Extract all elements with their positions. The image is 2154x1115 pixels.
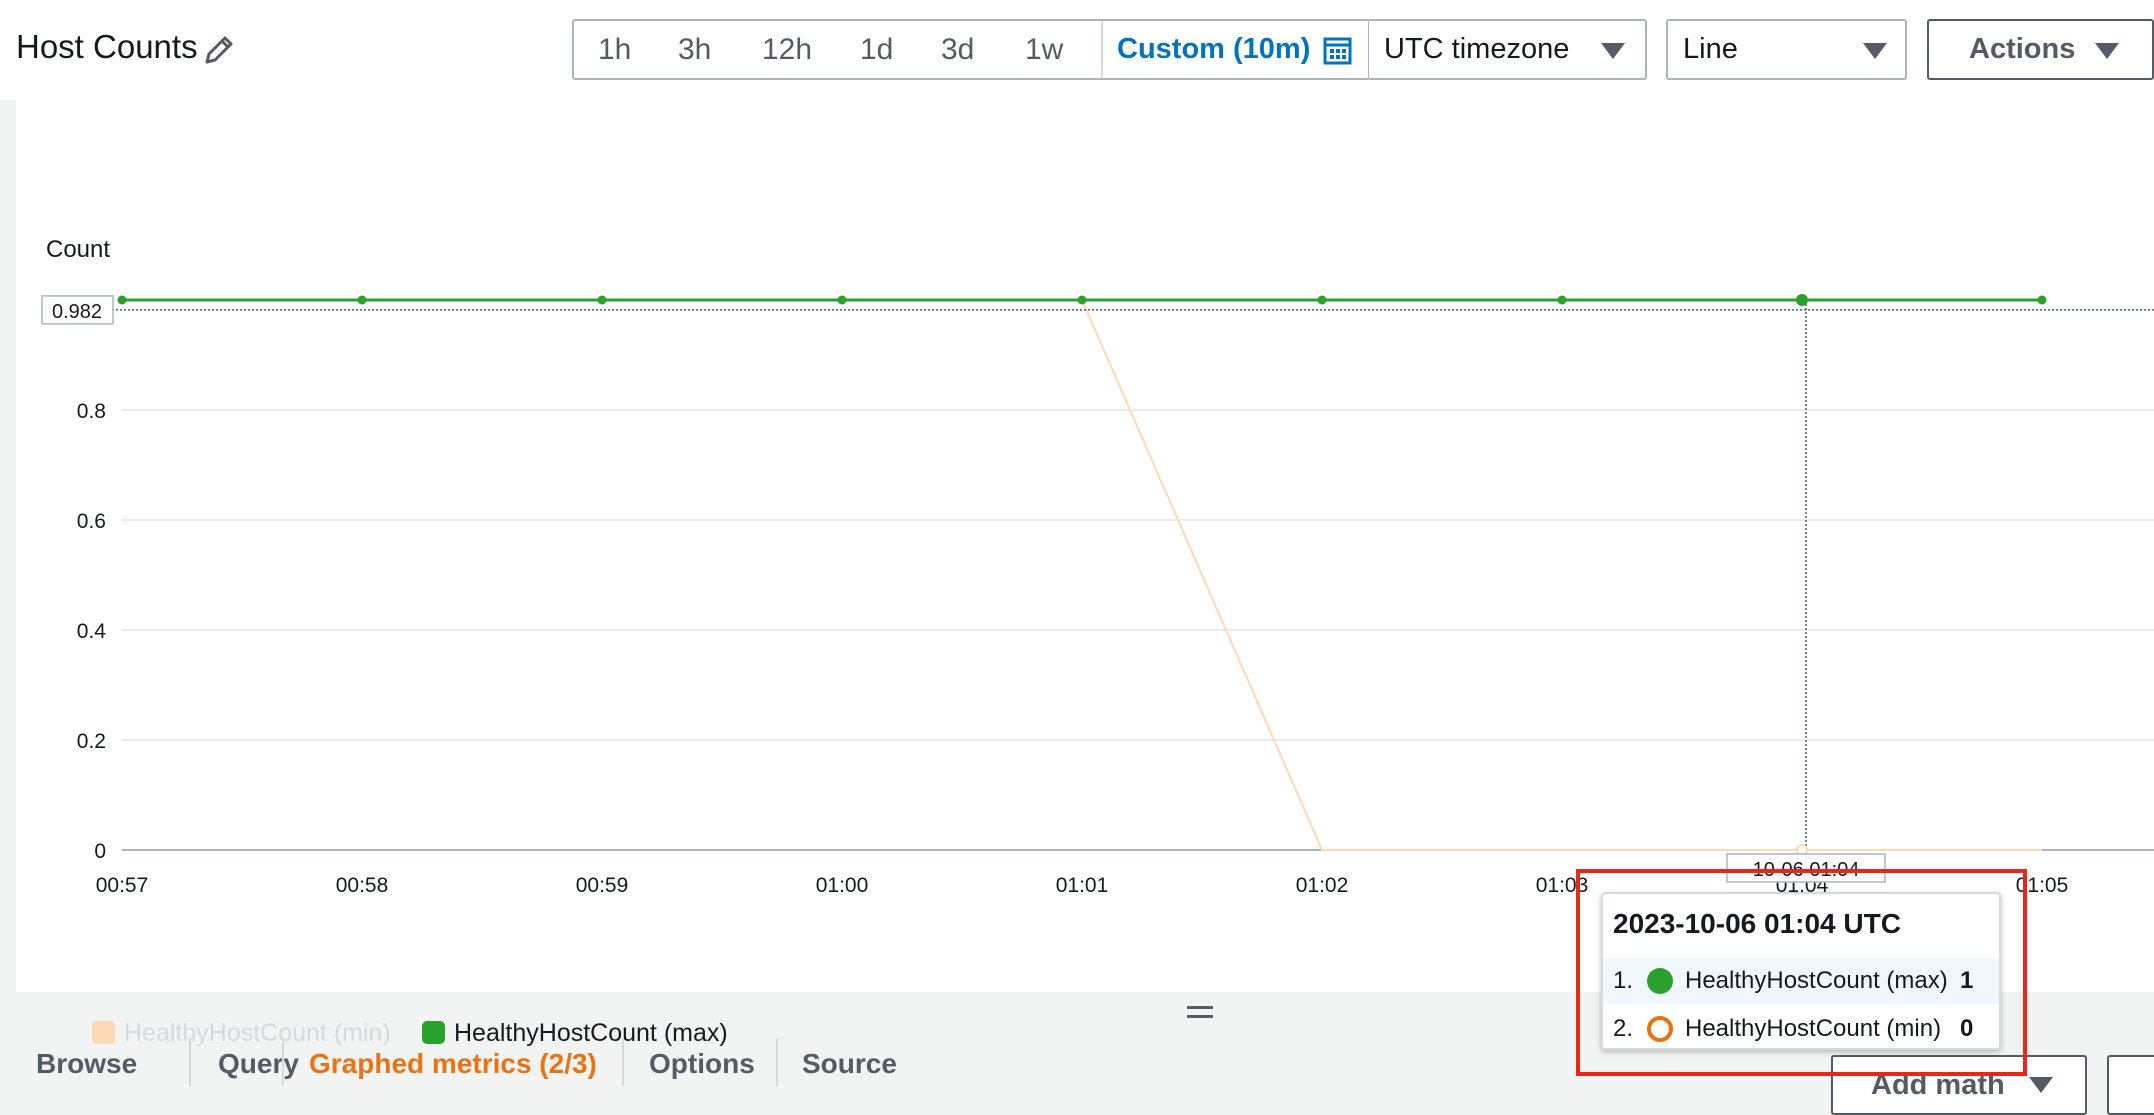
graph-title: Host Counts	[16, 28, 198, 65]
time-range-1w[interactable]: 1w	[1025, 33, 1064, 66]
tooltip-series-name: HealthyHostCount (min)	[1685, 1015, 1942, 1042]
data-point	[1557, 295, 1567, 305]
x-tick-label: 00:58	[336, 874, 389, 897]
data-tooltip: 2023-10-06 01:04 UTC 1. HealthyHostCount…	[1601, 892, 2001, 1050]
caret-down-icon	[2095, 43, 2119, 59]
caret-down-icon	[1601, 43, 1625, 59]
tab-graphed-metrics[interactable]: Graphed metrics (2/3)	[309, 1048, 597, 1079]
y-axis-label: Count	[46, 236, 110, 263]
tab-source[interactable]: Source	[802, 1048, 897, 1079]
caret-down-icon	[1863, 43, 1887, 59]
time-range-selector: 1h 3h 12h 1d 3d 1w Custom (10m)	[572, 19, 1370, 80]
legend-label: HealthyHostCount (min)	[124, 1019, 391, 1047]
resize-handle-icon[interactable]	[1187, 1006, 1213, 1020]
tooltip-row-index: 1.	[1613, 967, 1634, 994]
tooltip-row: 1. HealthyHostCount (max) 1	[1603, 958, 1999, 1004]
time-range-3d[interactable]: 3d	[941, 33, 975, 66]
extra-button[interactable]	[2107, 1055, 2154, 1115]
x-tick-label: 00:57	[96, 874, 149, 897]
data-point	[357, 295, 367, 305]
tooltip-series-value: 0	[1960, 1015, 1974, 1042]
tab-divider	[776, 1038, 778, 1086]
time-range-3h[interactable]: 3h	[678, 33, 712, 66]
actions-label: Actions	[1969, 33, 2076, 65]
tooltip-series-name: HealthyHostCount (max)	[1685, 967, 1948, 994]
y-tick-label: 0	[94, 840, 106, 863]
y-tick-label: 0.6	[77, 510, 106, 533]
data-point	[1077, 295, 1087, 305]
series-marker-icon	[1647, 968, 1673, 994]
custom-range-label: Custom (10m)	[1117, 33, 1311, 65]
calendar-icon	[1323, 37, 1352, 65]
actions-button[interactable]: Actions	[1927, 19, 2154, 80]
graph-type-label: Line	[1683, 33, 1738, 65]
legend-swatch	[422, 1021, 445, 1044]
x-tick-label: 01:02	[1296, 874, 1349, 897]
data-point	[837, 295, 847, 305]
time-range-1d[interactable]: 1d	[860, 33, 894, 66]
crosshair-x-label-box	[1726, 853, 1886, 883]
tooltip-row: 2. HealthyHostCount (min) 0	[1603, 1006, 1999, 1052]
x-tick-label: 01:05	[2016, 874, 2069, 897]
time-range-12h[interactable]: 12h	[762, 33, 813, 66]
tooltip-timestamp: 2023-10-06 01:04 UTC	[1613, 908, 1901, 939]
data-point	[597, 295, 607, 305]
crosshair-y-label-box	[41, 295, 114, 325]
tab-browse[interactable]: Browse	[36, 1048, 138, 1079]
timezone-dropdown[interactable]: UTC timezone	[1369, 19, 1647, 80]
y-tick-label: 0.8	[77, 400, 106, 423]
tab-divider	[622, 1038, 624, 1086]
tooltip-row-index: 2.	[1613, 1015, 1634, 1042]
y-tick-label: 0.2	[77, 730, 106, 753]
tab-divider	[189, 1038, 191, 1086]
x-tick-label: 01:01	[1056, 874, 1109, 897]
tooltip-series-value: 1	[1960, 967, 1974, 994]
legend-swatch	[92, 1021, 115, 1044]
chart-panel: 0 0.2 0.4 0.6 0.8 00:57 00:58 00:59 01:00 01:01 01…	[16, 100, 2154, 1047]
y-tick-label: 0.4	[77, 620, 107, 643]
x-tick-label: 01:00	[816, 874, 869, 897]
legend-label: HealthyHostCount (max)	[454, 1019, 728, 1047]
graph-header: Host Counts 1h 3h 12h 1d 3d 1w Custom (1…	[0, 0, 2154, 100]
data-point	[2037, 295, 2047, 305]
time-range-1h[interactable]: 1h	[598, 33, 632, 66]
add-math-button[interactable]: Add math	[1831, 1055, 2087, 1115]
data-point	[117, 295, 127, 305]
crosshair-y-label: 0.982	[52, 301, 102, 323]
tab-query[interactable]: Query	[218, 1048, 299, 1079]
tab-divider	[282, 1038, 284, 1086]
data-point	[1317, 295, 1327, 305]
hover-point	[1796, 294, 1808, 306]
x-tick-label: 01:03	[1536, 874, 1589, 897]
caret-down-icon	[2029, 1077, 2053, 1093]
tab-options[interactable]: Options	[649, 1048, 755, 1079]
timezone-label: UTC timezone	[1384, 33, 1570, 65]
line-chart[interactable]: 0 0.2 0.4 0.6 0.8 00:57 00:58 00:59 01:00 01:01 01…	[16, 100, 2154, 992]
crosshair-x-label: 10-06 01:04	[1753, 859, 1860, 881]
graph-type-dropdown[interactable]: Line	[1666, 19, 1907, 80]
custom-range-button[interactable]: Custom (10m)	[1101, 21, 1370, 78]
series-line	[122, 299, 2042, 851]
x-tick-label: 00:59	[576, 874, 629, 897]
series-marker-icon	[1647, 1016, 1673, 1042]
pencil-icon[interactable]	[203, 32, 237, 66]
